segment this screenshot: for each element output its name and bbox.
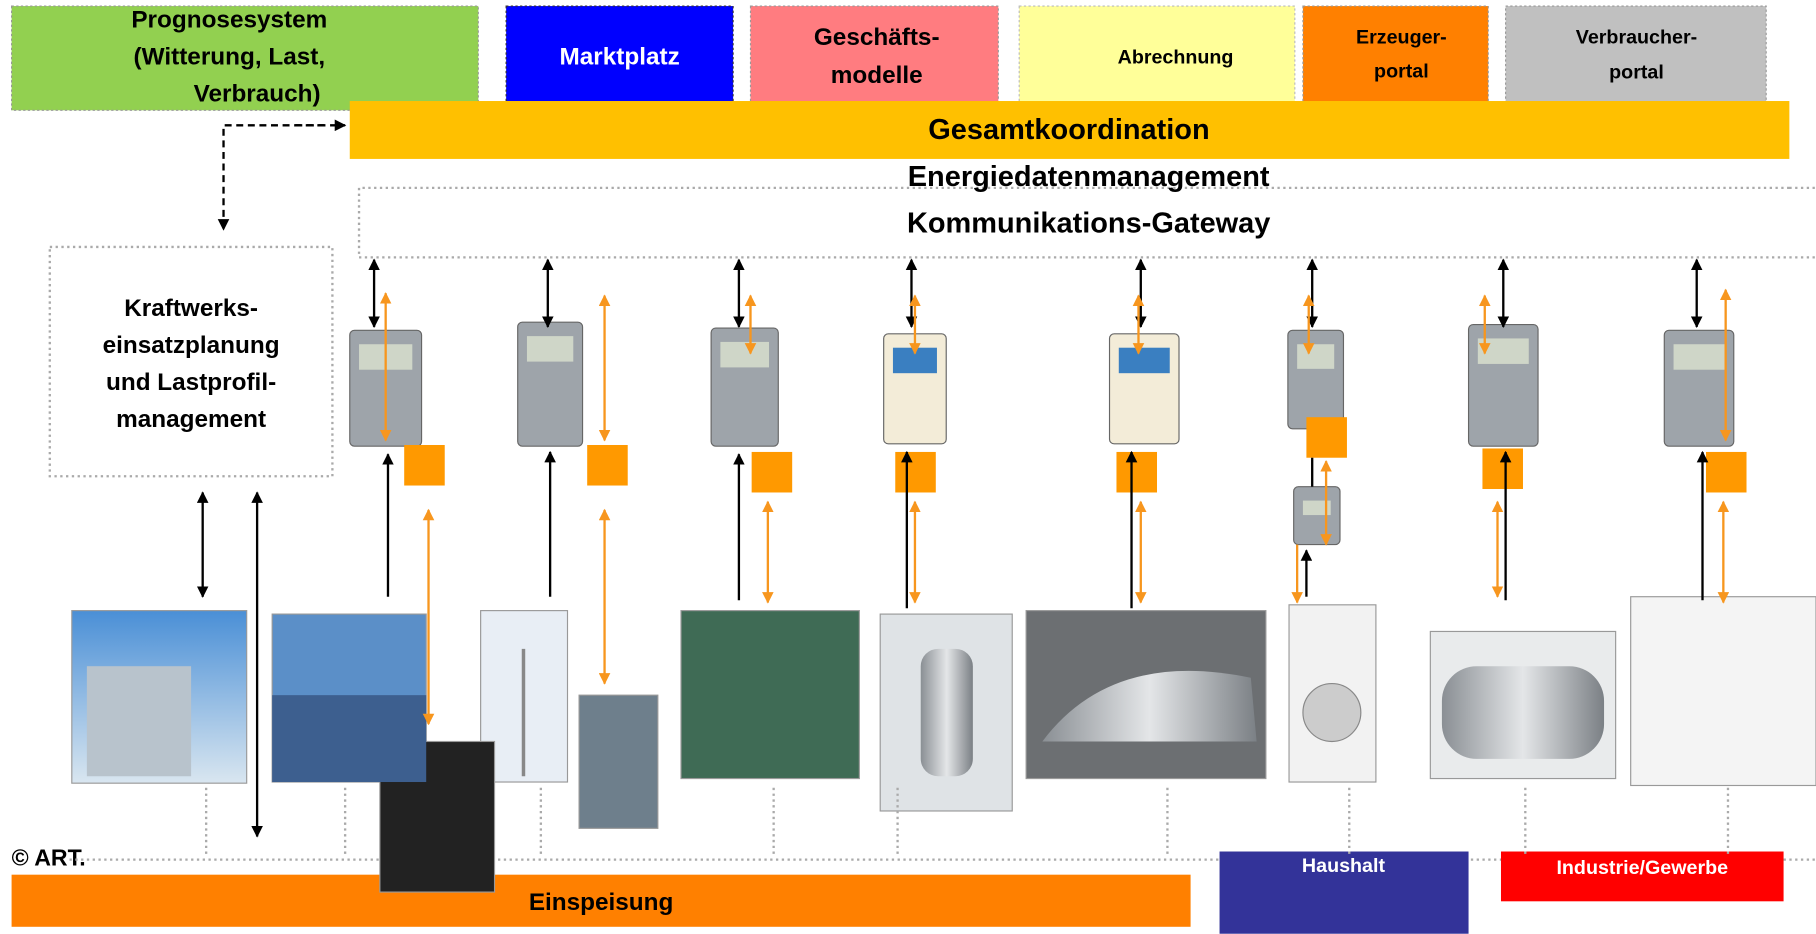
page: Prognosesystem (Witterung, Last, Verbrau… [0,0,1816,934]
meter-display [1119,348,1170,373]
drum [1303,684,1361,742]
meter [1294,487,1340,545]
meter-display [527,336,573,361]
coordination-label: Gesamtkoordination [928,114,1209,146]
photo [681,611,859,779]
planning-label: Kraftwerks- [124,295,258,322]
tank [1442,666,1604,759]
planning-box [50,247,333,476]
photo [579,695,658,828]
gateway-module [404,445,445,486]
meter-display [720,342,769,367]
module-label: Erzeuger- [1356,27,1447,49]
meter-display [1297,344,1334,369]
planning-label: und Lastprofil- [106,369,276,396]
copyright: © ART. [12,845,86,871]
gateway-module [587,445,628,486]
pump [921,649,973,776]
feed-in-label: Einspeisung [529,889,674,916]
photo [1631,597,1816,786]
gateway-module [1116,452,1157,493]
module-box [1506,6,1767,104]
module-label: Verbraucher- [1576,27,1697,49]
household-label: Haushalt [1302,855,1386,877]
planning-label: management [116,406,266,433]
industry-label: Industrie/Gewerbe [1556,857,1728,879]
dashed-arrow [224,125,325,229]
building [87,666,191,776]
module-label: Verbrauch) [194,81,321,108]
gateway-module [895,452,936,493]
gateway-module [1482,448,1523,489]
gateway-module [752,452,793,493]
module-label: Marktplatz [560,44,680,71]
module-label: Abrechnung [1118,46,1234,68]
field [272,695,426,782]
diagram: Prognosesystem (Witterung, Last, Verbrau… [0,0,1816,934]
module-box [1303,6,1488,104]
module-label: (Witterung, Last, [134,44,326,71]
planning-label: einsatzplanung [103,332,280,359]
module-label: Prognosesystem [131,7,327,34]
module-label: modelle [831,62,923,89]
module-label: portal [1374,60,1429,82]
module-box [750,6,998,104]
gateway-module [1306,417,1347,458]
gateway-module [1706,452,1747,493]
module-label: Geschäfts- [814,24,940,51]
middleware-label: Energiedatenmanagement [908,161,1270,193]
module-label: portal [1609,61,1664,83]
middleware-label: Kommunikations-Gateway [907,208,1270,240]
meter-display [1674,344,1725,369]
